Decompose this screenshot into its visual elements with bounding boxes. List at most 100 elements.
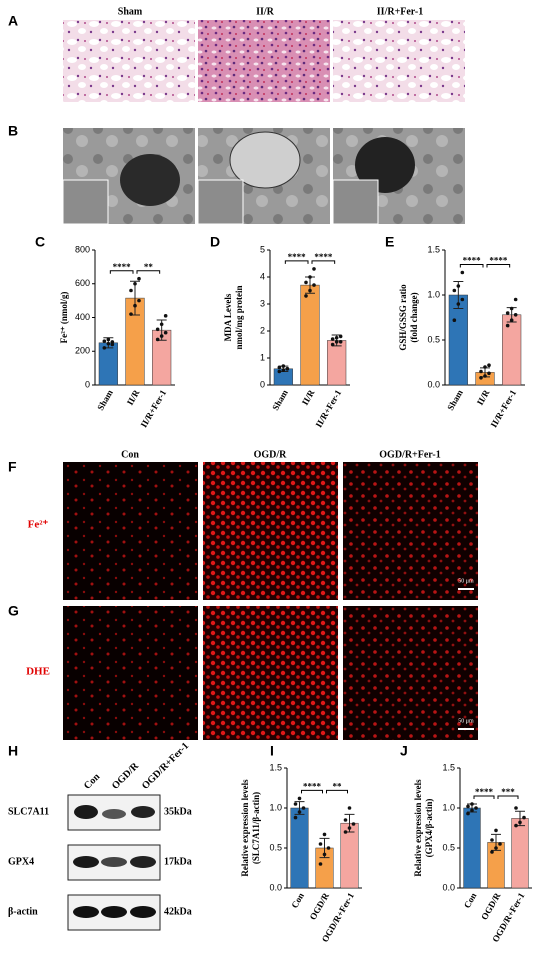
histology-image [333,20,465,102]
inset [332,179,379,225]
y-tick-label: 1.0 [427,289,440,299]
significance-label: **** [288,252,307,262]
data-point [277,369,282,374]
data-point [312,283,316,287]
data-point [483,374,487,378]
panel-h: H Con OGD/R OGD/R+Fer-1 SLC7A11 GPX4 β-a… [8,741,192,931]
data-point [494,828,498,833]
data-point [304,280,308,285]
y-axis-label: nmol/mg protein [234,285,244,349]
data-point [483,365,487,369]
data-point [494,846,498,850]
significance-bracket [486,264,511,268]
panel-letter: C [35,234,45,250]
significance-label: *** [501,787,515,797]
y-axis-label: GSH/GSSG ratio [398,284,408,351]
column-header: Sham [118,6,143,17]
data-point [163,314,168,318]
y-axis-label: Relative expression levels [413,779,423,877]
y-tick-label: 600 [75,278,90,288]
y-tick-label: 0.0 [269,882,282,892]
nucleus [120,154,180,206]
nucleus [355,137,415,193]
data-point [347,826,352,830]
fluorescence-image [203,462,338,600]
protein-label: GPX4 [8,856,34,867]
data-point [322,832,327,837]
data-point [513,313,518,317]
panel-letter: A [8,13,18,29]
x-tick-label: OGD/R [479,891,503,922]
x-tick-label: II/R+Fer-1 [489,388,519,430]
y-axis-label: (fold change) [409,292,419,342]
lane-label: OGD/R [110,760,142,792]
data-point [106,341,111,346]
data-point [470,808,474,813]
data-point [509,306,514,311]
column-header: Con [121,449,139,460]
significance-bracket [311,260,336,264]
size-label: 42kDa [164,906,192,917]
panel-letter: H [8,743,18,759]
significance-label: ** [333,781,343,791]
data-point [338,334,343,339]
protein-label: β-actin [8,906,38,917]
x-tick-label: OGD/R [308,891,332,922]
y-tick-label: 0.0 [442,882,455,892]
data-point [326,846,331,850]
panel-g: G DHE 50 μm [8,603,478,740]
data-point [514,823,518,828]
data-point [487,363,491,368]
data-point [281,368,286,372]
data-point [498,842,502,846]
data-point [297,810,302,814]
y-tick-label: 200 [75,346,90,356]
data-point [347,806,352,810]
bar [502,314,522,386]
data-point [505,323,510,328]
significance-label: **** [489,256,508,266]
data-point [297,796,302,801]
x-tick-label: II/R+Fer-1 [314,388,344,430]
data-point [308,288,312,293]
data-point [137,298,141,303]
significance-bracket [284,260,309,264]
data-point [304,294,308,298]
inset [62,179,109,225]
significance-bracket [301,789,323,794]
data-point [133,281,137,286]
significance-bracket [109,270,134,274]
lane-label: Con [82,771,103,792]
data-point [312,267,316,271]
row-label: Fe²⁺ [28,519,49,531]
data-point [505,311,510,315]
y-tick-label: 0.5 [269,842,282,852]
x-tick-label: II/R [475,388,492,407]
data-point [490,850,494,854]
column-header: OGD/R [254,449,288,460]
data-point [301,806,306,810]
scale-bar-label: 50 μm [458,578,474,584]
data-point [106,337,111,342]
data-point [163,330,168,335]
bar [290,807,309,889]
panel-b: B [8,123,465,225]
x-tick-label: Sham [270,388,290,412]
data-point [155,327,160,332]
data-point [518,820,522,825]
x-tick-label: Con [462,891,479,910]
size-label: 17kDa [164,856,192,867]
data-point [285,367,290,371]
fluorescence-image [203,606,338,740]
bar [98,342,118,386]
data-point [490,838,494,842]
data-point [460,270,465,275]
histology-image [198,20,330,102]
y-tick-label: 0 [85,379,90,389]
panel-letter: F [8,459,17,475]
panel-letter: E [385,234,394,250]
y-axis-label: MDA Levels [223,293,233,341]
y-tick-label: 400 [75,312,90,322]
y-tick-label: 0.5 [427,334,440,344]
data-point [110,340,115,344]
